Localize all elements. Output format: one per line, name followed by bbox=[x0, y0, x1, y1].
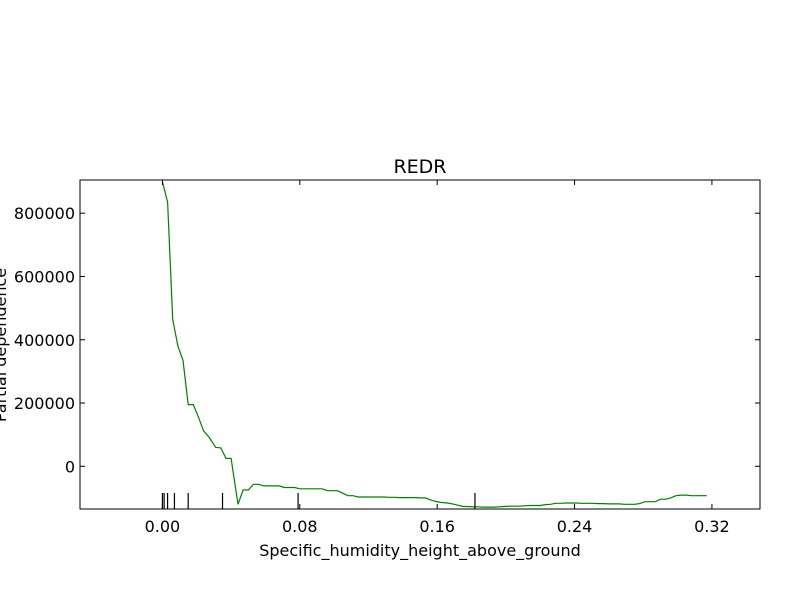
x-tick-label: 0.00 bbox=[145, 517, 181, 536]
x-tick-label: 0.16 bbox=[419, 517, 455, 536]
y-axis-label: Partial dependence bbox=[0, 268, 10, 422]
x-tick-label: 0.32 bbox=[694, 517, 730, 536]
y-tick-label: 0 bbox=[65, 457, 75, 476]
chart-title: REDR bbox=[393, 156, 446, 178]
x-axis-label: Specific_humidity_height_above_ground bbox=[259, 541, 581, 561]
axes-frame bbox=[79, 179, 761, 510]
x-tick-label: 0.08 bbox=[282, 517, 318, 536]
plot-area: 0.00 0.08 0.16 0.24 0.32 0 200000 400000 600000 8… bbox=[14, 180, 760, 536]
series-line-0 bbox=[161, 181, 707, 508]
y-tick-label: 600000 bbox=[14, 267, 75, 286]
y-tick-label: 400000 bbox=[14, 331, 75, 350]
x-tick-label: 0.24 bbox=[557, 517, 593, 536]
y-tick-label: 800000 bbox=[14, 204, 75, 223]
y-tick-label: 200000 bbox=[14, 394, 75, 413]
